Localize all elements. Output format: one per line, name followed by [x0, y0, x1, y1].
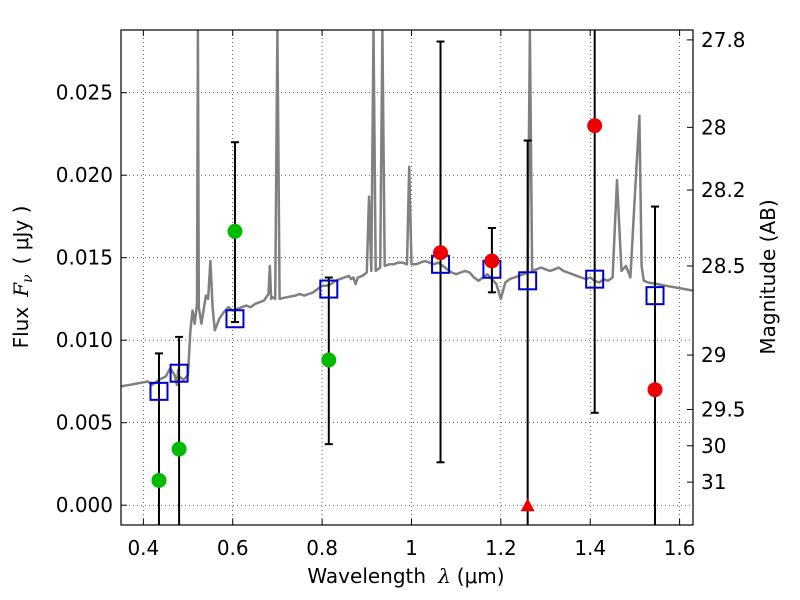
- observed-point-red: [587, 118, 603, 134]
- plot-frame: [120, 29, 694, 526]
- observed-point-green: [151, 472, 167, 488]
- y2-tick-label: 31: [701, 470, 726, 494]
- y-tick-label: 0.015: [56, 246, 113, 270]
- observed-point-green: [171, 441, 187, 457]
- y2-tick-label: 28.2: [701, 178, 746, 202]
- y2-axis-label: Magnitude (AB): [756, 199, 780, 354]
- model-point: [518, 271, 538, 291]
- observed-point-green: [227, 223, 243, 239]
- y-axis-label-prefix: Flux: [9, 307, 33, 349]
- x-tick-label: 1.2: [485, 536, 517, 560]
- upper-limit-marker: [520, 498, 535, 512]
- y-tick-label: 0.000: [56, 493, 113, 517]
- x-tick-label: 0.6: [217, 536, 249, 560]
- y-tick-label: 0.020: [56, 163, 113, 187]
- x-tick-label: 1.6: [664, 536, 696, 560]
- y-axis-label-unit: ( μJy ): [9, 206, 33, 265]
- model-point: [169, 363, 189, 383]
- model-point: [149, 381, 169, 401]
- template-spectrum-line: [121, 30, 693, 388]
- x-tick-label: 0.8: [306, 536, 338, 560]
- observed-point-red: [647, 382, 663, 398]
- x-tick-label: 0.4: [127, 536, 159, 560]
- y-axis-fnu: F: [9, 282, 33, 298]
- y-axis-ticks: 0.000 0.005 0.010 0.015 0.020 0.025: [56, 81, 127, 517]
- y-axis-label: Flux Fν ( μJy ): [9, 206, 36, 349]
- y2-tick-label: 29.5: [701, 398, 746, 422]
- y-tick-label: 0.005: [56, 411, 113, 435]
- y-axis-fnu-subscript: ν: [20, 274, 36, 283]
- template-spectrum-group: [121, 30, 693, 388]
- observed-points-group: [151, 118, 663, 512]
- model-point: [585, 269, 605, 289]
- x-axis-label-prefix: Wavelength: [307, 564, 426, 588]
- y2-axis-ticks: 27.8 28 28.2 28.5 29 29.5 30 31: [687, 28, 746, 494]
- y2-tick-label: 30: [701, 434, 726, 458]
- x-tick-label: 1: [405, 536, 418, 560]
- y-tick-label: 0.025: [56, 81, 113, 105]
- x-axis-label-unit: (μm): [457, 564, 505, 588]
- y2-tick-label: 28: [701, 115, 726, 139]
- plot-area: [121, 30, 693, 525]
- observed-point-red: [433, 245, 449, 261]
- model-point: [319, 279, 339, 299]
- y2-tick-label: 28.5: [701, 254, 746, 278]
- y-tick-label: 0.010: [56, 328, 113, 352]
- x-axis-label: Wavelength λ (μm): [307, 564, 504, 588]
- observed-point-red: [484, 253, 500, 269]
- grid: [121, 30, 693, 525]
- x-axis-ticks: 0.4 0.6 0.8 1 1.2 1.4 1.6: [127, 30, 696, 560]
- x-axis-lambda: λ: [437, 564, 451, 588]
- y2-tick-label: 27.8: [701, 28, 746, 52]
- observed-point-green: [321, 352, 337, 368]
- x-tick-label: 1.4: [574, 536, 606, 560]
- model-point: [645, 286, 665, 306]
- y2-tick-label: 29: [701, 343, 726, 367]
- model-point: [225, 309, 245, 329]
